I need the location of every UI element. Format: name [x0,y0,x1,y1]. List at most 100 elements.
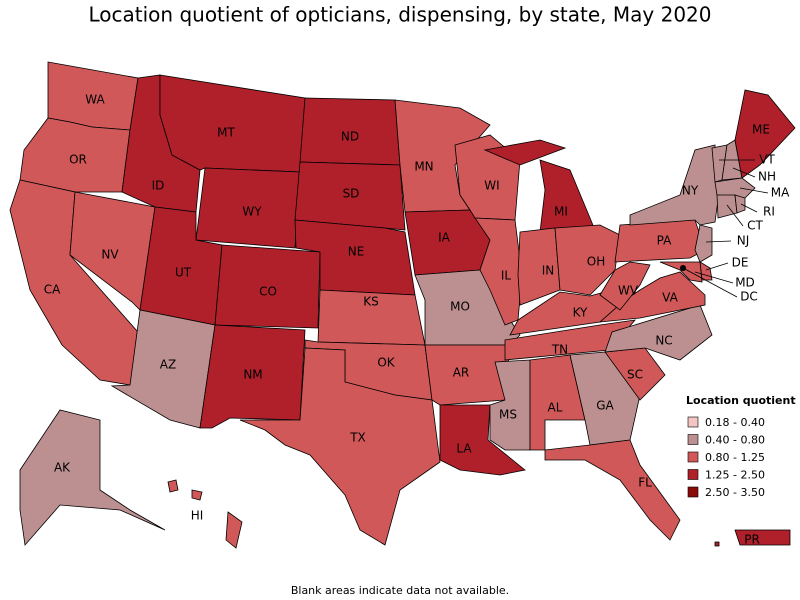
legend-swatch [687,434,699,445]
legend-swatch [687,469,699,480]
state [694,224,713,263]
state-label: MO [450,300,470,314]
state-label: NY [682,184,699,198]
state-label: WY [242,205,262,219]
leader-line [682,267,738,298]
state-label: MD [735,276,755,290]
state-label: MI [554,205,568,219]
state [195,167,301,249]
state-label: WV [618,284,639,298]
state-label: DC [740,290,758,304]
state-label: TN [551,343,568,357]
state [239,347,441,546]
legend: Location quotient 0.18 - 0.40 0.40 - 0.80 0… [686,394,796,499]
state [734,529,791,546]
state-labels: WA OR CA NV ID MT WY UT CO AZ NM ND SD NE KS OK TX MN IA MO… [44,93,790,547]
state-label: MA [771,186,790,200]
state-label: WA [85,93,105,107]
state-label: PR [744,533,760,547]
state-label: HI [191,509,204,523]
state-label: DE [732,256,749,270]
state [483,139,567,166]
state [199,324,306,429]
state [659,261,703,283]
state-label: IN [542,264,555,278]
state [599,261,651,311]
state-label: OR [69,153,87,167]
state [539,159,596,236]
legend-label: 0.18 - 0.40 [705,416,765,429]
state [714,177,756,199]
legend-label: 2.50 - 3.50 [705,486,765,499]
state [69,191,156,311]
legend-swatch [687,486,699,498]
state [19,409,166,546]
state [225,511,243,549]
state-label: ND [341,130,359,144]
leader-line [705,262,729,271]
state [191,489,203,501]
state [474,217,523,326]
leader-line [705,240,732,243]
state-label: OH [587,255,605,269]
state-label: AZ [160,358,176,372]
footnote: Blank areas indicate data not available. [291,584,509,597]
state-label: MS [499,408,517,422]
leader-line [739,187,769,194]
state-label: NC [655,334,672,348]
state-label: VT [759,153,775,167]
state-label: GA [596,399,614,413]
legend-title: Location quotient [686,394,796,407]
state [167,479,179,493]
state-label: AK [54,461,71,475]
state [680,265,686,271]
leader-line [694,271,734,284]
state-label: VA [662,291,678,305]
state-label: UT [175,266,192,280]
state-label: MT [217,126,235,140]
state [159,74,306,173]
state-label: PA [657,234,672,248]
state-label: SD [343,187,360,201]
state-label: IL [501,269,512,283]
state-label: NV [101,248,119,262]
state [629,144,719,226]
state-label: ME [752,123,770,137]
state-label: LA [456,442,472,456]
leader-line [726,204,744,227]
state-label: NJ [737,234,750,248]
state-label: NH [758,170,776,184]
state [544,439,681,541]
legend-label: 1.25 - 2.50 [705,469,765,482]
leader-line [740,203,758,213]
state-label: TX [349,431,366,445]
state [714,541,720,547]
map-title: Location quotient of opticians, dispensi… [89,3,712,27]
state-label: KS [363,295,379,309]
legend-label: 0.40 - 0.80 [705,434,765,447]
state-label: SC [627,368,643,382]
state-label: CA [44,283,61,297]
leader-line [732,167,756,178]
legend-label: 0.80 - 1.25 [705,451,765,464]
state-label: NM [243,368,262,382]
state-label: WI [484,179,499,193]
legend-swatch [687,451,699,463]
state-label: ID [152,179,165,193]
state-label: MN [414,160,433,174]
state [604,304,713,361]
state [734,194,746,214]
state-label: OK [377,356,395,370]
state-label: CT [747,219,763,233]
state-label: NE [348,245,365,259]
state-label: FL [638,476,652,490]
state [294,161,406,231]
state [517,227,561,306]
state-label: RI [763,205,775,219]
state-label: KY [573,306,588,320]
state-label: CO [259,285,277,299]
state [214,244,321,329]
state [424,344,511,406]
state-label: IA [438,231,451,245]
